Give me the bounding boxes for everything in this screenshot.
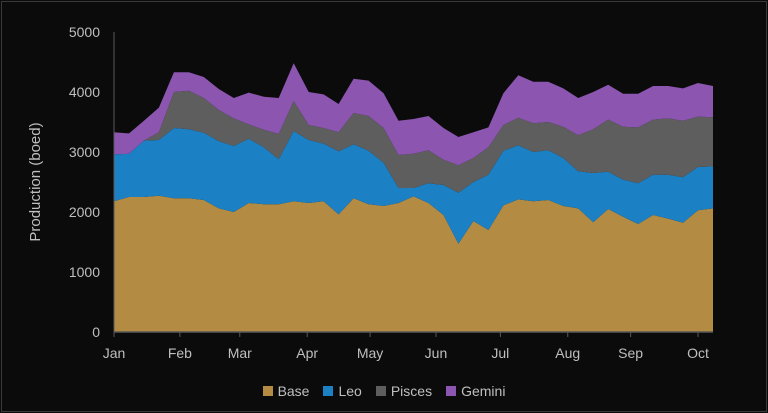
- legend-label: Leo: [338, 383, 362, 399]
- legend-label: Pisces: [390, 383, 433, 399]
- x-tick-label: Jul: [491, 345, 509, 361]
- x-tick-label: Jun: [425, 345, 448, 361]
- x-tick-label: Apr: [296, 345, 318, 361]
- legend-swatch: [323, 386, 334, 396]
- x-tick-label: May: [357, 345, 383, 361]
- y-tick-label: 5000: [69, 24, 100, 40]
- legend-label: Gemini: [461, 383, 506, 399]
- y-tick-label: 0: [92, 324, 100, 340]
- legend-item-leo: Leo: [323, 383, 362, 399]
- legend-label: Base: [277, 383, 310, 399]
- x-tick-label: Feb: [168, 345, 192, 361]
- area-base-series: [114, 195, 713, 332]
- legend-item-gemini: Gemini: [446, 383, 505, 399]
- legend-swatch: [446, 386, 457, 396]
- legend-item-base: Base: [262, 383, 310, 399]
- area-gemini-series: [114, 63, 713, 166]
- y-tick-label: 2000: [69, 204, 100, 220]
- y-tick-label: 1000: [69, 264, 100, 280]
- y-tick-label: 4000: [69, 84, 100, 100]
- area-leo-series: [114, 128, 713, 244]
- x-tick-label: Sep: [618, 345, 643, 361]
- legend: Base Leo Pisces Gemini: [0, 383, 768, 399]
- x-tick-label: Aug: [555, 345, 580, 361]
- legend-item-pisces: Pisces: [375, 383, 433, 399]
- y-tick-label: 3000: [69, 144, 100, 160]
- x-tick-label: Oct: [687, 345, 709, 361]
- x-tick-label: Jan: [103, 345, 126, 361]
- y-axis-label: Production (boed): [27, 122, 44, 241]
- legend-swatch: [375, 386, 386, 396]
- area-pisces-series: [114, 90, 713, 193]
- x-tick-label: Mar: [228, 345, 252, 361]
- legend-swatch: [262, 386, 273, 396]
